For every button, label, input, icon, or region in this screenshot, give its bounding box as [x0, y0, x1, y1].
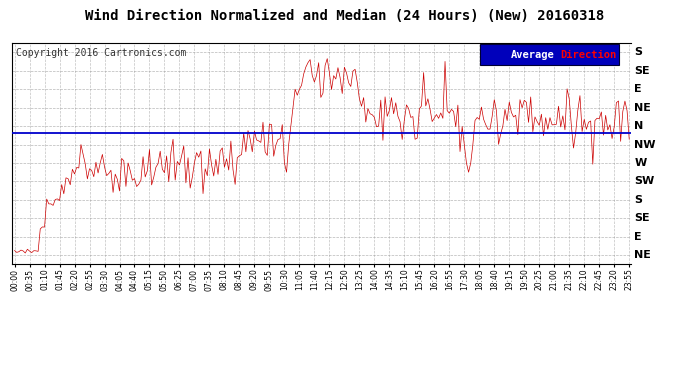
Text: E: E [634, 84, 642, 94]
Text: NW: NW [634, 140, 656, 150]
Text: NE: NE [634, 250, 651, 260]
Text: Copyright 2016 Cartronics.com: Copyright 2016 Cartronics.com [15, 48, 186, 57]
Text: N: N [634, 121, 644, 131]
Text: SW: SW [634, 176, 655, 186]
Text: W: W [634, 158, 647, 168]
Text: NE: NE [634, 103, 651, 112]
Text: SE: SE [634, 213, 650, 223]
Text: S: S [634, 47, 642, 57]
Text: Average: Average [511, 50, 555, 60]
Text: SE: SE [634, 66, 650, 76]
Text: Wind Direction Normalized and Median (24 Hours) (New) 20160318: Wind Direction Normalized and Median (24… [86, 9, 604, 23]
Text: Direction: Direction [560, 50, 616, 60]
Text: S: S [634, 195, 642, 205]
FancyBboxPatch shape [480, 44, 619, 65]
Text: E: E [634, 232, 642, 242]
